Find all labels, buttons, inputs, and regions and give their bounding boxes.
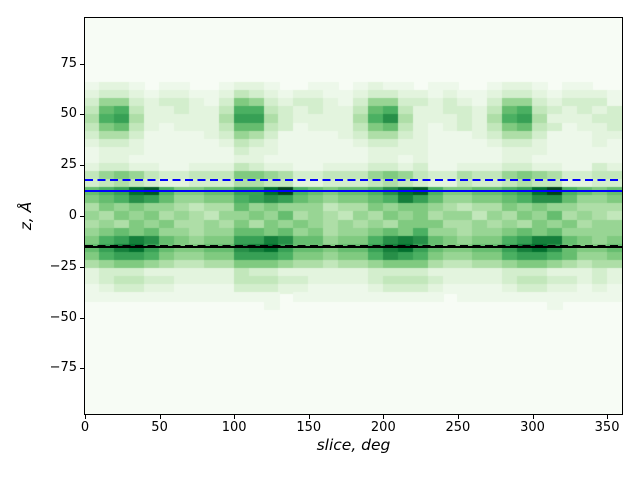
x-tick-label: 0 <box>80 420 90 435</box>
y-tick-mark <box>80 165 84 167</box>
y-tick-mark <box>80 317 84 319</box>
y-tick-mark <box>80 216 84 217</box>
y-tick-label: −25 <box>49 258 77 274</box>
x-tick-mark <box>457 415 459 419</box>
x-tick-mark <box>532 415 534 419</box>
x-tick-mark <box>308 415 310 419</box>
y-tick-mark <box>80 63 84 65</box>
blue-solid-hline <box>85 190 622 193</box>
x-tick-mark <box>607 415 609 419</box>
plot-area <box>84 17 623 415</box>
y-tick-mark <box>80 368 84 370</box>
x-tick-label: 200 <box>370 420 396 435</box>
y-tick-label: −75 <box>49 360 77 376</box>
y-tick-label: 0 <box>68 208 77 223</box>
x-tick-mark <box>383 415 385 419</box>
y-tick-mark <box>80 114 84 116</box>
x-tick-mark <box>234 415 236 419</box>
x-tick-label: 100 <box>221 420 247 435</box>
blue-dashed-hline <box>85 179 622 182</box>
y-tick-mark <box>80 266 84 268</box>
x-axis-label: slice, deg <box>316 436 391 454</box>
heatmap-canvas <box>85 18 622 414</box>
y-tick-label: 50 <box>60 106 77 122</box>
x-tick-label: 300 <box>520 420 545 435</box>
y-tick-label: 75 <box>60 55 77 71</box>
black-solid-hline <box>85 246 622 249</box>
black-dashed-hline <box>85 244 622 247</box>
x-tick-label: 250 <box>445 420 471 435</box>
x-tick-label: 50 <box>151 420 168 435</box>
y-tick-label: −50 <box>49 309 77 325</box>
x-tick-label: 150 <box>296 420 322 435</box>
y-axis-label: z, Å <box>17 201 35 231</box>
x-tick-mark <box>159 415 161 419</box>
x-tick-label: 350 <box>594 420 620 435</box>
x-tick-mark <box>85 415 86 419</box>
y-tick-label: 25 <box>60 157 77 173</box>
